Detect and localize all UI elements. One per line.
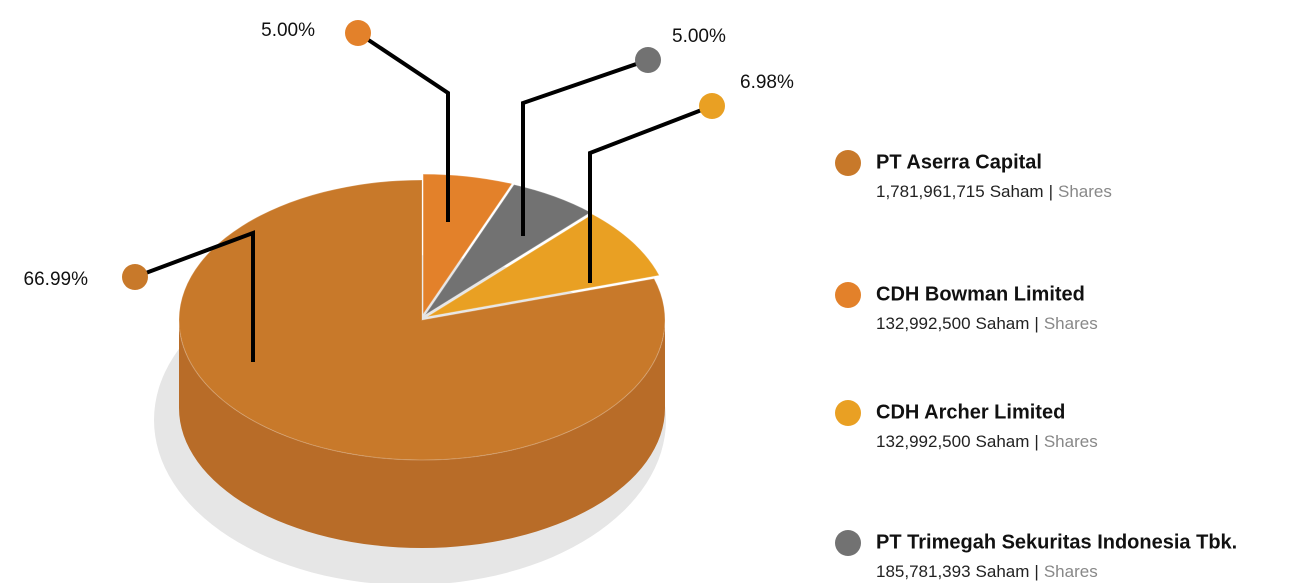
callout-line [134, 230, 255, 362]
callout-line [521, 58, 649, 236]
callout-dot [122, 264, 148, 290]
legend-name: PT Aserra Capital [876, 151, 1042, 173]
legend-name: CDH Archer Limited [876, 401, 1065, 423]
legend-shares: 132,992,500 Saham | Shares [876, 432, 1098, 451]
shares-unit: Saham [990, 182, 1044, 201]
shares-unit-en: Shares [1058, 182, 1112, 201]
callout-line [588, 104, 713, 283]
legend-swatch [835, 282, 861, 308]
legend-shares: 132,992,500 Saham | Shares [876, 314, 1098, 333]
shares-value: 185,781,393 [876, 562, 971, 581]
data-label: 5.00% [672, 26, 726, 47]
separator: | [1034, 432, 1038, 451]
separator: | [1034, 314, 1038, 333]
shares-value: 132,992,500 [876, 432, 971, 451]
pie-side [179, 320, 665, 548]
legend-shares: 185,781,393 Saham | Shares [876, 562, 1098, 581]
callout-dot [345, 20, 371, 46]
legend-shares: 1,781,961,715 Saham | Shares [876, 182, 1112, 201]
data-label: 6.98% [740, 72, 794, 93]
callout-dot [635, 47, 661, 73]
shares-value: 132,992,500 [876, 314, 971, 333]
data-label: 5.00% [261, 20, 315, 41]
shares-unit-en: Shares [1044, 432, 1098, 451]
shares-unit: Saham [976, 562, 1030, 581]
legend-swatch [835, 530, 861, 556]
legend-swatch [835, 150, 861, 176]
data-label: 66.99% [24, 269, 89, 290]
shares-unit-en: Shares [1044, 562, 1098, 581]
shares-value: 1,781,961,715 [876, 182, 985, 201]
legend-name: CDH Bowman Limited [876, 283, 1085, 305]
callout-dot [699, 93, 725, 119]
shares-unit: Saham [976, 432, 1030, 451]
pie-slice [426, 213, 660, 318]
separator: | [1049, 182, 1053, 201]
legend-name: PT Trimegah Sekuritas Indonesia Tbk. [876, 531, 1237, 553]
separator: | [1034, 562, 1038, 581]
legend-swatch [835, 400, 861, 426]
pie-slice [422, 173, 513, 316]
shares-unit: Saham [976, 314, 1030, 333]
pie-slice [178, 179, 666, 461]
shares-unit-en: Shares [1044, 314, 1098, 333]
callout-line [356, 31, 450, 222]
